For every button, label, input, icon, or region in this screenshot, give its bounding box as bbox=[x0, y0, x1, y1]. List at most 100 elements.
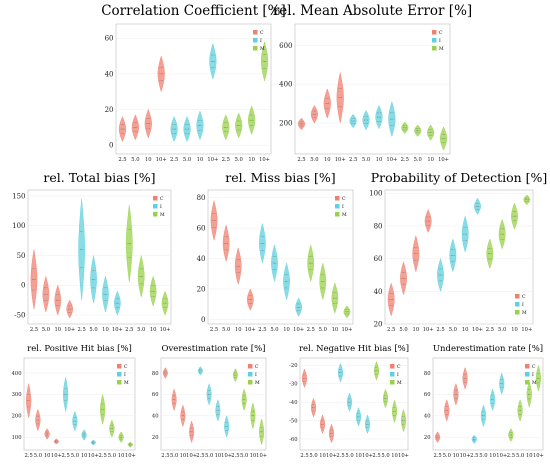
x-tick-label: 2.5 bbox=[307, 327, 315, 333]
legend-label-C: C bbox=[522, 294, 526, 300]
legend-label-C: C bbox=[342, 196, 346, 202]
x-tick-label: 2.5 bbox=[78, 327, 86, 333]
x-tick-label: 10+ bbox=[472, 327, 483, 333]
y-tick-label: 60 bbox=[105, 35, 114, 43]
x-tick-label: 5.0 bbox=[71, 453, 79, 459]
y-tick-label: 150 bbox=[12, 192, 25, 200]
x-tick-label: 5.0 bbox=[170, 453, 178, 459]
legend-swatch-C bbox=[432, 30, 437, 35]
panel-7: rel. Negative Hit bias [%] -60 -50 -40 -30 -2… bbox=[289, 344, 409, 459]
x-tick-label: 5.0 bbox=[319, 327, 327, 333]
y-tick-label: 60 bbox=[374, 255, 383, 263]
x-tick-label: 5.0 bbox=[34, 453, 42, 459]
y-tick-label: 80 bbox=[424, 371, 431, 377]
x-tick-label: 10+ bbox=[521, 327, 532, 333]
x-tick-label: 2.5 bbox=[433, 453, 441, 459]
x-tick-label: 2.5 bbox=[118, 157, 126, 163]
legend-swatch-C bbox=[153, 196, 158, 201]
legend-label-M: M bbox=[342, 212, 347, 218]
panel-title: rel. Total bias [%] bbox=[43, 170, 155, 185]
x-tick-label: 10+ bbox=[156, 157, 167, 163]
x-tick-label: 10+ bbox=[460, 453, 471, 459]
violin-I-10+ bbox=[224, 415, 230, 438]
plot-frame bbox=[299, 357, 409, 451]
legend-label-C: C bbox=[124, 364, 128, 370]
legend-swatch-C bbox=[253, 30, 258, 35]
violin-I-10 bbox=[81, 429, 87, 441]
y-tick-label: 40 bbox=[424, 414, 431, 420]
panel-title: rel. Mean Absolute Error [%] bbox=[273, 3, 472, 19]
y-tick-label: 40 bbox=[374, 288, 383, 296]
y-tick-label: -50 bbox=[289, 418, 297, 424]
legend-swatch-M bbox=[390, 380, 395, 385]
violin-C-5.0 bbox=[444, 399, 450, 422]
violin-M-5.0 bbox=[517, 399, 523, 422]
x-tick-label: 2.5 bbox=[125, 327, 133, 333]
x-tick-label: 2.5 bbox=[372, 453, 380, 459]
legend-label-I: I bbox=[255, 372, 257, 378]
violin-M-10+ bbox=[259, 418, 265, 446]
x-tick-label: 10 bbox=[332, 327, 339, 333]
legend-swatch-I bbox=[248, 372, 253, 377]
violin-I-5.0 bbox=[206, 383, 212, 406]
x-tick-label: 5.0 bbox=[183, 157, 191, 163]
y-tick-label: 100 bbox=[369, 190, 382, 198]
legend-label-M: M bbox=[160, 212, 165, 218]
x-tick-label: 10 bbox=[44, 453, 51, 459]
panel-title: rel. Positive Hit bias [%] bbox=[27, 344, 132, 354]
x-tick-label: 5.0 bbox=[345, 453, 353, 459]
violin-C-10+ bbox=[53, 438, 59, 445]
x-tick-label: 10 bbox=[180, 453, 187, 459]
x-tick-label: 5.0 bbox=[205, 453, 213, 459]
legend-label-I: I bbox=[160, 204, 162, 210]
x-tick-label: 10+ bbox=[221, 453, 232, 459]
y-tick-label: 0 bbox=[109, 142, 113, 150]
x-tick-label: 10+ bbox=[386, 157, 397, 163]
legend-label-I: I bbox=[124, 372, 126, 378]
plot-frame bbox=[23, 357, 136, 451]
x-tick-label: 2.5 bbox=[222, 157, 230, 163]
legend-label-I: I bbox=[439, 38, 441, 44]
y-tick-label: -60 bbox=[289, 437, 297, 443]
x-tick-label: 10 bbox=[102, 327, 109, 333]
violin-C-2.5 bbox=[434, 431, 441, 443]
x-tick-label: 10 bbox=[462, 327, 469, 333]
x-tick-label: 10 bbox=[118, 453, 125, 459]
x-tick-label: 10 bbox=[355, 453, 362, 459]
x-tick-label: 2.5 bbox=[258, 327, 266, 333]
x-tick-label: 5.0 bbox=[399, 327, 407, 333]
x-tick-label: 10+ bbox=[125, 453, 136, 459]
x-tick-label: 2.5 bbox=[161, 453, 169, 459]
violin-C-10 bbox=[44, 428, 50, 440]
x-tick-label: 5.0 bbox=[498, 327, 506, 333]
y-tick-label: 200 bbox=[279, 119, 292, 127]
x-tick-label: 2.5 bbox=[300, 453, 308, 459]
x-tick-label: 10 bbox=[145, 157, 152, 163]
y-tick-label: 0 bbox=[201, 316, 205, 324]
violin-I-5.0 bbox=[480, 404, 487, 428]
legend-swatch-C bbox=[335, 196, 340, 201]
violin-I-2.5 bbox=[197, 366, 203, 376]
x-tick-label: 10 bbox=[489, 453, 496, 459]
plot-frame bbox=[27, 189, 172, 325]
panel-1: rel. Mean Absolute Error [%] 200 400 600 2.5… bbox=[273, 3, 472, 163]
x-tick-label: 2.5 bbox=[349, 157, 357, 163]
panel-title: rel. Miss bias [%] bbox=[225, 170, 335, 185]
legend-label-C: C bbox=[397, 364, 401, 370]
x-tick-label: 10 bbox=[526, 453, 533, 459]
x-tick-label: 5.0 bbox=[42, 327, 50, 333]
legend-swatch-I bbox=[117, 372, 122, 377]
x-tick-label: 5.0 bbox=[381, 453, 389, 459]
legend-swatch-I bbox=[432, 38, 437, 43]
panel-title: Overestimation rate [%] bbox=[162, 344, 266, 354]
x-tick-label: 10 bbox=[319, 453, 326, 459]
y-tick-label: 80 bbox=[197, 194, 206, 202]
violin-C-10+ bbox=[328, 423, 335, 444]
violin-M-2.5 bbox=[508, 428, 514, 442]
x-tick-label: 2.5 bbox=[62, 453, 70, 459]
legend-label-M: M bbox=[439, 46, 444, 52]
violin-M-5.0 bbox=[241, 388, 247, 412]
x-tick-label: 10+ bbox=[245, 327, 256, 333]
x-tick-label: 5.0 bbox=[414, 157, 422, 163]
x-tick-label: 10+ bbox=[88, 453, 99, 459]
